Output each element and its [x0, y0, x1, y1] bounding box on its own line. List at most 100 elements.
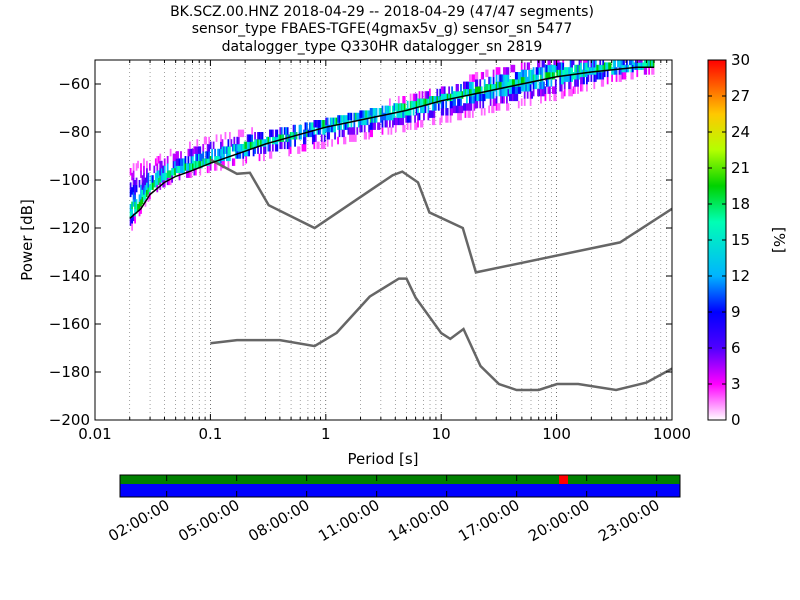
psd-cell [248, 148, 251, 157]
psd-cell [351, 134, 354, 142]
psd-cell [427, 91, 430, 99]
psd-cell [411, 100, 413, 109]
psd-cell [445, 108, 448, 116]
psd-cell [587, 74, 590, 82]
psd-cell [159, 175, 162, 183]
psd-cell [553, 72, 556, 80]
psd-cell [421, 120, 424, 128]
timeline-tick-label: 17:00:00 [455, 496, 522, 545]
psd-cell [421, 91, 424, 99]
psd-cell [442, 108, 445, 116]
psd-cell [319, 120, 322, 128]
psd-cell [371, 115, 373, 123]
psd-cell [550, 72, 553, 80]
psd-cell [175, 165, 178, 174]
psd-cell [560, 62, 563, 70]
psd-cell [534, 81, 536, 90]
psd-cell [428, 88, 431, 97]
psd-cell [554, 86, 557, 94]
psd-cell [420, 98, 422, 106]
psd-cell [457, 112, 459, 121]
psd-cell [488, 91, 491, 99]
psd-cell [470, 103, 473, 111]
chart-title-line-3: datalogger_type Q330HR datalogger_sn 281… [222, 39, 543, 55]
psd-cell [458, 91, 461, 99]
chart-title-line-2: sensor_type FBAES-TGFE(4gmax5v_g) sensor… [192, 21, 573, 37]
psd-cell [473, 103, 476, 111]
psd-cell [477, 86, 480, 94]
psd-cell [183, 165, 185, 174]
psd-cell [445, 115, 448, 123]
psd-cell [408, 115, 411, 123]
psd-cell [433, 96, 436, 104]
psd-cell [451, 93, 453, 102]
psd-cell [218, 148, 221, 157]
psd-cell [446, 108, 449, 116]
psd-cell [470, 74, 473, 82]
psd-cell [571, 60, 573, 68]
psd-cell [226, 146, 228, 154]
psd-cell [132, 213, 135, 222]
psd-cell [163, 180, 166, 188]
psd-cell [311, 136, 314, 145]
psd-cell [498, 103, 501, 111]
psd-cell [418, 112, 421, 121]
psd-cell [266, 136, 268, 145]
psd-cell [553, 86, 556, 94]
psd-cell [590, 74, 593, 82]
psd-cell [640, 62, 643, 70]
psd-cell [165, 172, 168, 181]
psd-cell [408, 108, 411, 116]
psd-cell [479, 79, 482, 87]
psd-cell [491, 91, 493, 99]
psd-cell [340, 115, 342, 123]
psd-cell [331, 117, 333, 126]
psd-cell [372, 122, 375, 130]
y-tick-label: −200 [49, 411, 90, 429]
psd-cell [338, 129, 341, 138]
psd-cell [280, 141, 283, 150]
psd-cell [306, 129, 308, 138]
psd-cell [347, 127, 350, 135]
psd-cell [399, 110, 402, 118]
psd-cell [366, 110, 369, 118]
psd-cell [129, 182, 132, 190]
psd-cell [437, 96, 440, 104]
psd-heatmap [129, 60, 655, 231]
psd-cell [593, 81, 596, 90]
psd-cell [304, 144, 307, 152]
psd-cell [317, 127, 320, 135]
psd-cell [344, 115, 347, 123]
psd-cell [202, 144, 205, 152]
psd-cell [406, 122, 409, 130]
psd-cell [609, 62, 612, 70]
psd-cell [572, 60, 575, 66]
psd-cell [319, 127, 322, 135]
psd-cell [245, 148, 248, 157]
psd-cell [381, 120, 384, 128]
psd-cell [240, 129, 243, 138]
psd-cell [206, 144, 209, 152]
psd-cell [414, 115, 416, 123]
psd-cell [557, 62, 560, 70]
psd-cell [433, 110, 436, 118]
psd-cell [497, 81, 499, 90]
psd-cell [154, 158, 157, 166]
psd-cell [206, 151, 209, 159]
psd-cell [430, 110, 433, 118]
psd-cell [205, 151, 208, 159]
psd-cell [568, 67, 571, 75]
psd-cell [587, 60, 590, 68]
psd-cell [451, 100, 453, 109]
psd-cell [363, 132, 366, 140]
psd-cell [440, 108, 443, 116]
psd-cell [245, 141, 248, 150]
psd-cell [251, 141, 253, 150]
psd-cell [584, 60, 587, 63]
psd-cell [520, 76, 523, 85]
psd-cell [326, 124, 329, 133]
psd-cell [129, 211, 132, 219]
psd-cell [359, 110, 362, 118]
psd-cell [523, 98, 526, 106]
psd-cell [390, 127, 393, 135]
